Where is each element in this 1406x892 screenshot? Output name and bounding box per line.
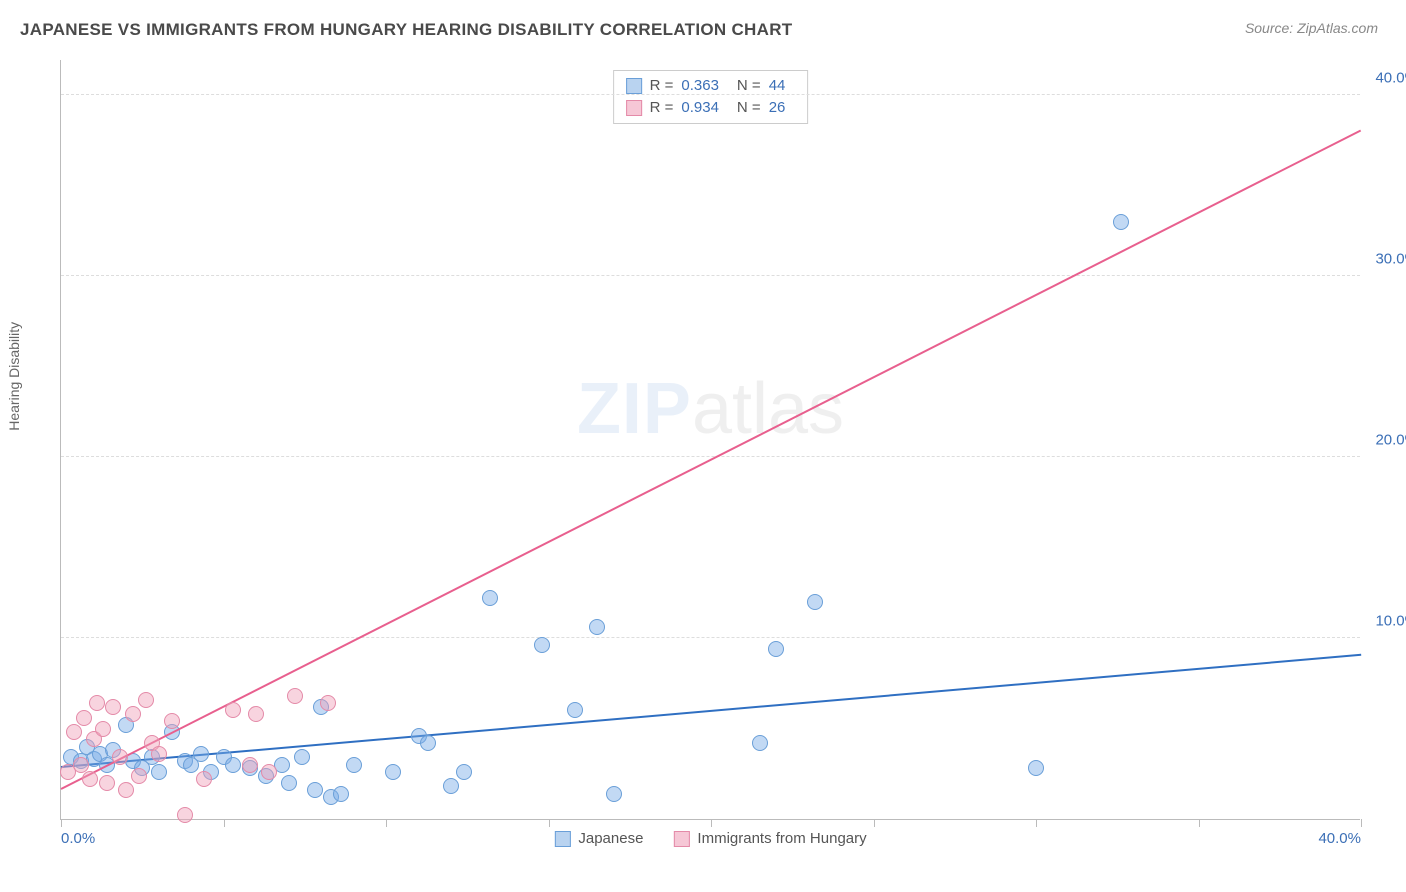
gridline <box>61 94 1360 95</box>
data-point <box>242 757 258 773</box>
chart-title: JAPANESE VS IMMIGRANTS FROM HUNGARY HEAR… <box>20 20 792 40</box>
data-point <box>73 757 89 773</box>
data-point <box>125 706 141 722</box>
data-point <box>482 590 498 606</box>
y-tick-label: 40.0% <box>1375 70 1406 87</box>
legend-n-value: 26 <box>769 97 786 119</box>
data-point <box>768 641 784 657</box>
data-point <box>1028 760 1044 776</box>
data-point <box>177 807 193 823</box>
x-tick <box>1199 819 1200 827</box>
x-tick <box>1036 819 1037 827</box>
x-tick <box>61 819 62 827</box>
source-attribution: Source: ZipAtlas.com <box>1245 20 1378 36</box>
data-point <box>346 757 362 773</box>
data-point <box>99 775 115 791</box>
watermark-atlas: atlas <box>692 369 844 449</box>
data-point <box>294 749 310 765</box>
gridline <box>61 275 1360 276</box>
x-tick-label: 40.0% <box>1318 830 1361 847</box>
legend-r-label: R = <box>650 97 674 119</box>
data-point <box>118 782 134 798</box>
data-point <box>385 764 401 780</box>
data-point <box>82 771 98 787</box>
legend-swatch <box>626 78 642 94</box>
x-tick <box>386 819 387 827</box>
legend-swatch <box>673 831 689 847</box>
data-point <box>248 706 264 722</box>
watermark-zip: ZIP <box>577 369 692 449</box>
legend-n-label: N = <box>737 97 761 119</box>
data-point <box>420 735 436 751</box>
x-tick <box>1361 819 1362 827</box>
series-name: Immigrants from Hungary <box>697 830 866 847</box>
legend-swatch <box>554 831 570 847</box>
series-legend: Japanese Immigrants from Hungary <box>554 830 866 847</box>
watermark: ZIPatlas <box>577 368 844 450</box>
data-point <box>606 786 622 802</box>
data-point <box>287 688 303 704</box>
data-point <box>456 764 472 780</box>
data-point <box>261 764 277 780</box>
legend-swatch <box>626 100 642 116</box>
data-point <box>105 699 121 715</box>
data-point <box>95 721 111 737</box>
data-point <box>534 637 550 653</box>
data-point <box>66 724 82 740</box>
y-axis-label: Hearing Disability <box>6 322 22 431</box>
data-point <box>281 775 297 791</box>
x-tick <box>224 819 225 827</box>
plot-area: ZIPatlas R =0.363N =44R =0.934N =26 Japa… <box>60 60 1360 820</box>
data-point <box>567 702 583 718</box>
data-point <box>333 786 349 802</box>
data-point <box>807 594 823 610</box>
data-point <box>1113 214 1129 230</box>
data-point <box>89 695 105 711</box>
series-legend-item: Immigrants from Hungary <box>673 830 866 847</box>
data-point <box>196 771 212 787</box>
chart-container: Hearing Disability ZIPatlas R =0.363N =4… <box>50 50 1370 850</box>
data-point <box>225 702 241 718</box>
y-tick-label: 10.0% <box>1375 613 1406 630</box>
legend-r-value: 0.934 <box>681 97 719 119</box>
data-point <box>76 710 92 726</box>
x-tick <box>874 819 875 827</box>
x-tick <box>549 819 550 827</box>
data-point <box>225 757 241 773</box>
data-point <box>193 746 209 762</box>
x-tick <box>711 819 712 827</box>
gridline <box>61 456 1360 457</box>
data-point <box>307 782 323 798</box>
data-point <box>320 695 336 711</box>
series-name: Japanese <box>578 830 643 847</box>
y-tick-label: 30.0% <box>1375 251 1406 268</box>
data-point <box>151 746 167 762</box>
y-tick-label: 20.0% <box>1375 432 1406 449</box>
correlation-legend: R =0.363N =44R =0.934N =26 <box>613 70 809 124</box>
data-point <box>112 749 128 765</box>
trendline <box>61 130 1362 790</box>
data-point <box>151 764 167 780</box>
data-point <box>752 735 768 751</box>
data-point <box>443 778 459 794</box>
data-point <box>164 713 180 729</box>
gridline <box>61 637 1360 638</box>
series-legend-item: Japanese <box>554 830 643 847</box>
correlation-legend-row: R = 0.934 N = 26 <box>626 97 796 119</box>
x-tick-label: 0.0% <box>61 830 95 847</box>
data-point <box>138 692 154 708</box>
data-point <box>589 619 605 635</box>
data-point <box>131 768 147 784</box>
